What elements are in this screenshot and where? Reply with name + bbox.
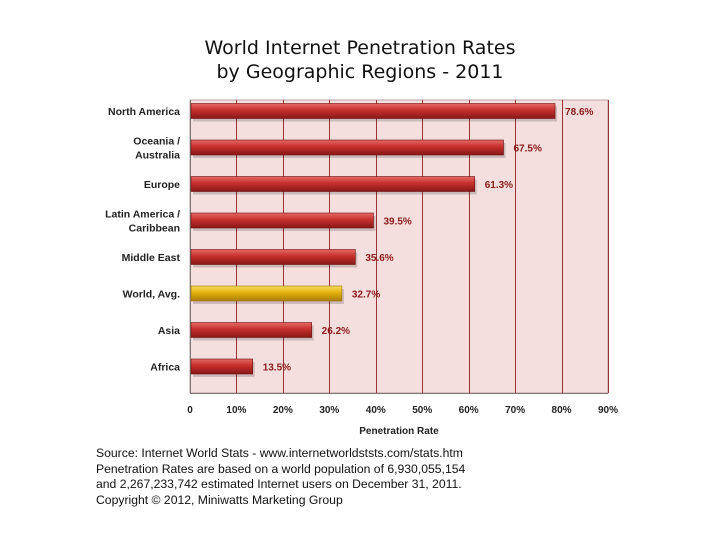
chart-title-block: World Internet Penetration Rates by Geog… [0, 36, 720, 84]
bar-asia [190, 322, 312, 338]
bar-north-america [190, 103, 556, 119]
category-label-middle-east: Middle East [122, 252, 181, 264]
x-axis-title: Penetration Rate [359, 426, 439, 437]
source-notes: Source: Internet World Stats - www.inter… [96, 446, 696, 508]
bar-latin-america-caribbean [190, 212, 374, 229]
note-copyright: Copyright © 2012, Miniwatts Marketing Gr… [96, 492, 343, 507]
value-label-europe: 61.3% [485, 180, 513, 191]
value-label-oceania-australia: 67.5% [514, 144, 542, 155]
category-label-world-avg: World, Avg. [123, 289, 180, 301]
value-label-latin-america-caribbean: 39.5% [383, 217, 411, 228]
category-label-north-america: North America [108, 106, 180, 118]
note-population: Penetration Rates are based on a world p… [96, 461, 466, 476]
category-label-asia: Asia [158, 325, 180, 337]
x-tick-label-50: 50% [412, 405, 432, 416]
note-users: and 2,267,233,742 estimated Internet use… [96, 477, 462, 491]
x-tick-label-80: 80% [552, 405, 572, 416]
x-tick-label-70: 70% [505, 405, 525, 416]
x-tick-label-10: 10% [226, 405, 246, 416]
bar-africa [190, 358, 254, 375]
bar-world-avg [190, 285, 343, 302]
chart-title: World Internet Penetration Rates [204, 37, 516, 59]
bar-oceania-australia [190, 139, 504, 156]
value-label-world-avg: 32.7% [352, 290, 380, 301]
x-tick-label-0: 0 [187, 405, 193, 416]
x-tick-label-40: 40% [366, 405, 386, 416]
category-label-latin-america-caribbean: Latin America / Caribbean [105, 209, 180, 235]
x-tick-label-30: 30% [319, 405, 339, 416]
x-tick-label-90: 90% [598, 405, 618, 416]
note-source: Source: Internet World Stats - www.inter… [96, 446, 463, 460]
category-label-oceania-australia: Oceania / Australia [133, 136, 180, 162]
value-label-asia: 26.2% [322, 326, 350, 337]
chart-subtitle: by Geographic Regions - 2011 [216, 61, 504, 83]
x-tick-label-20: 20% [273, 405, 293, 416]
category-label-africa: Africa [150, 362, 180, 374]
x-tick-label-60: 60% [459, 405, 479, 416]
value-label-africa: 13.5% [263, 363, 291, 374]
value-label-north-america: 78.6% [565, 107, 593, 118]
value-label-middle-east: 35.6% [365, 253, 393, 264]
category-label-europe: Europe [144, 179, 180, 191]
bar-europe [190, 176, 476, 192]
bar-middle-east [190, 249, 356, 265]
